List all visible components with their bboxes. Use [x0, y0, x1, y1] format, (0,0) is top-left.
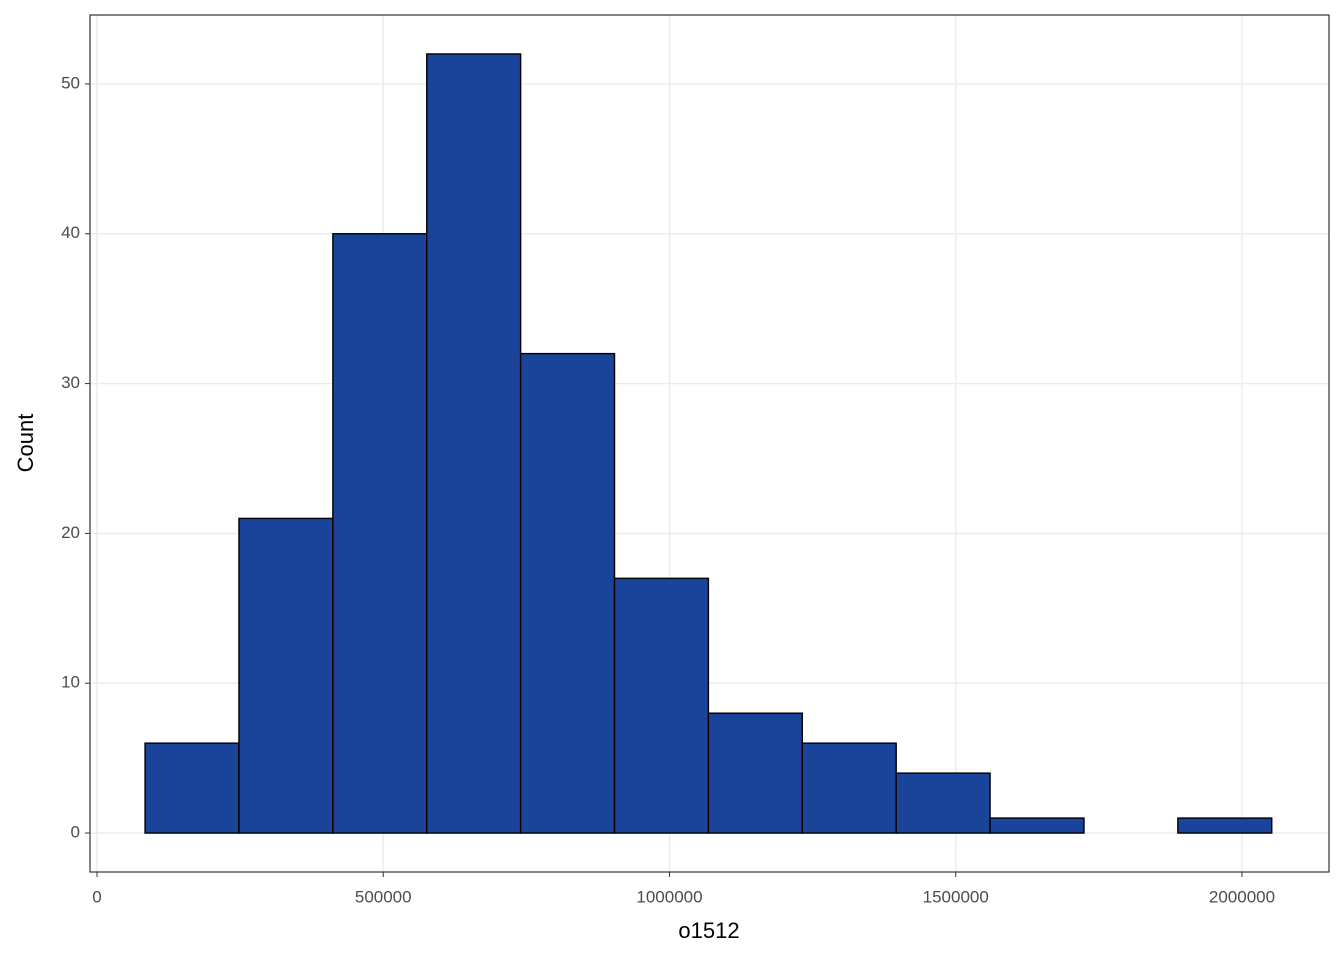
x-tick-label: 0 [92, 887, 101, 906]
bar [144, 742, 240, 834]
bar [238, 517, 334, 834]
x-tick-label: 2000000 [1209, 887, 1275, 906]
y-tick-label: 0 [71, 823, 80, 842]
y-axis-title: Count [13, 414, 38, 473]
x-tick-label: 500000 [355, 887, 412, 906]
x-tick-label: 1500000 [923, 887, 989, 906]
bar [613, 577, 710, 834]
y-tick-label: 10 [61, 673, 80, 692]
y-tick-label: 50 [61, 73, 80, 92]
y-tick-label: 20 [61, 523, 80, 542]
bar [332, 233, 428, 834]
bar [426, 53, 522, 834]
bar [519, 352, 616, 834]
x-axis-title: o1512 [678, 918, 739, 943]
bar [707, 712, 804, 834]
y-tick-label: 40 [61, 223, 80, 242]
bar [895, 772, 991, 834]
bar [801, 742, 897, 834]
y-tick-label: 30 [61, 373, 80, 392]
bar [1177, 817, 1273, 834]
panel-border [89, 14, 1330, 873]
bar [989, 817, 1085, 834]
x-tick-label: 1000000 [636, 887, 702, 906]
